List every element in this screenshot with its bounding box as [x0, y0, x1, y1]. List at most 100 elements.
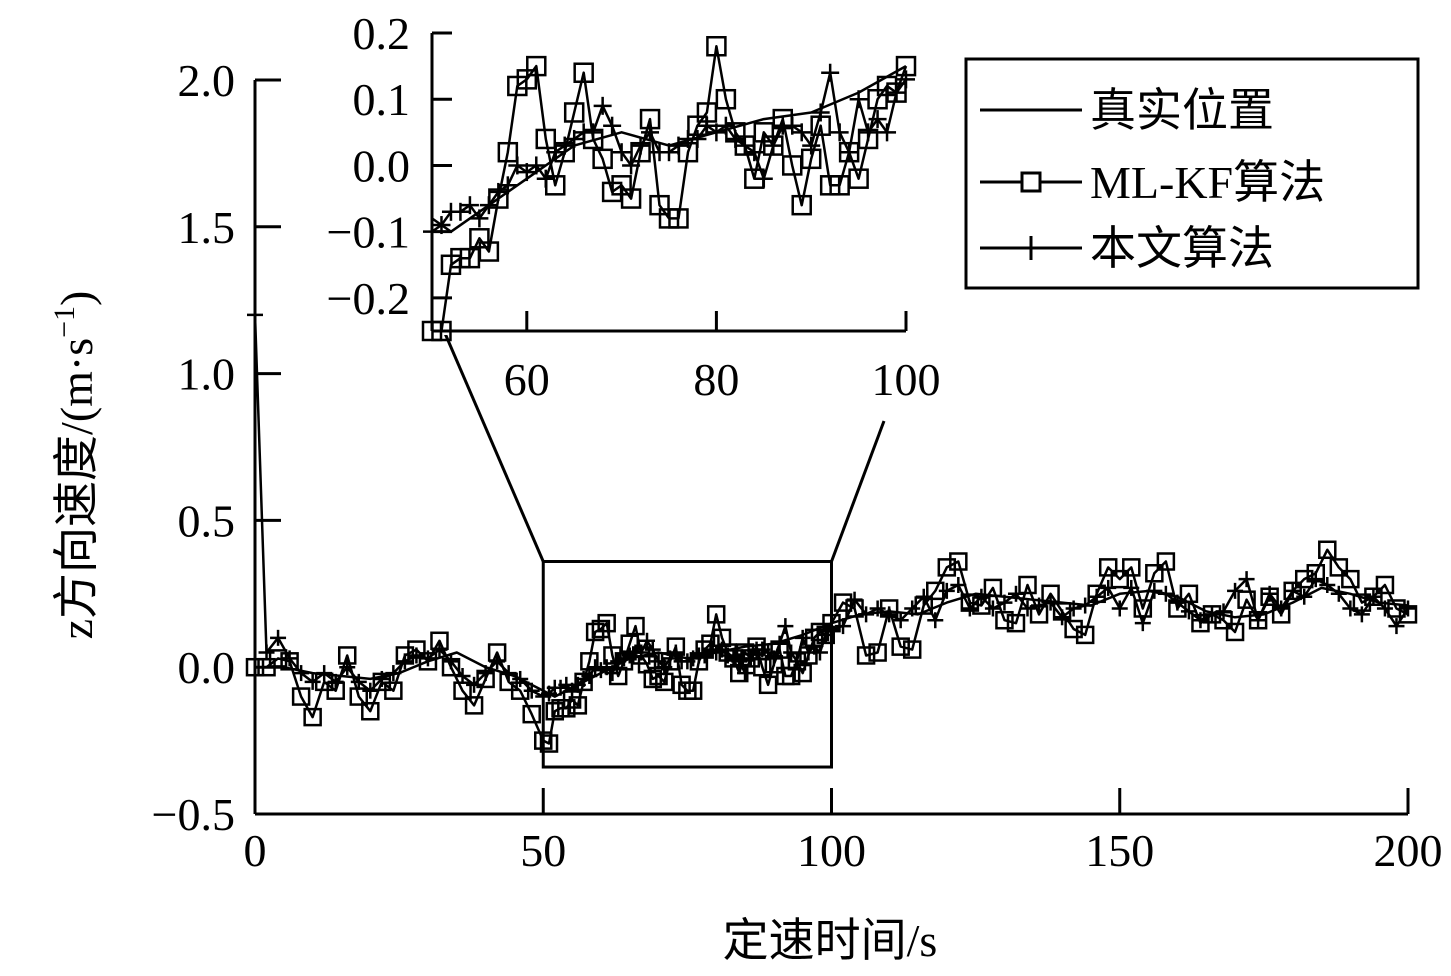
marker-plus: [765, 650, 782, 667]
marker-square: [1018, 575, 1037, 595]
marker-plus: [631, 136, 650, 155]
marker-square: [597, 613, 616, 633]
y-tick-label: 2.0: [178, 55, 236, 106]
marker-square: [791, 194, 812, 216]
marker-plus: [1330, 585, 1347, 602]
marker-plus: [973, 588, 990, 605]
marker-plus: [622, 156, 641, 175]
marker-plus: [794, 629, 811, 646]
marker-plus: [915, 588, 932, 605]
marker-square: [361, 701, 380, 721]
marker-plus: [859, 123, 878, 142]
marker-plus: [546, 143, 565, 162]
marker-square: [522, 704, 541, 724]
marker-plus: [771, 635, 788, 652]
inset-y-tick-label: 0.0: [353, 140, 411, 191]
marker-square: [1122, 558, 1141, 577]
marker-square: [868, 643, 887, 662]
marker-plus: [802, 136, 821, 155]
marker-plus: [783, 116, 802, 135]
y-tick-label: −0.5: [152, 789, 235, 840]
marker-square: [856, 646, 876, 665]
marker-plus: [869, 600, 886, 617]
legend-label-truth: 真实位置: [1090, 85, 1274, 136]
marker-plus: [431, 641, 448, 658]
marker-plus: [878, 123, 897, 142]
inset-y-tick-label: −0.1: [327, 207, 410, 258]
legend-label-mlkf: ML-KF算法: [1090, 157, 1325, 208]
inset-y-tick-label: −0.2: [327, 273, 410, 324]
marker-plus: [811, 644, 828, 661]
marker-plus: [1042, 594, 1059, 611]
marker-plus: [1376, 600, 1393, 617]
marker-plus: [892, 612, 909, 629]
marker-plus: [500, 665, 517, 682]
marker-plus: [938, 582, 955, 599]
marker-square: [706, 35, 727, 57]
marker-square: [478, 241, 500, 262]
marker-plus: [466, 676, 483, 693]
inset-x-tick-label: 60: [504, 354, 550, 405]
marker-plus: [460, 196, 479, 215]
marker-plus: [281, 650, 298, 667]
y-tick-label: 0.5: [178, 495, 236, 546]
marker-square: [526, 55, 547, 77]
x-tick-label: 150: [1085, 825, 1154, 876]
marker-plus: [536, 169, 555, 188]
zoom-connector-right: [830, 420, 886, 563]
marker-plus: [527, 156, 546, 175]
marker-plus: [788, 653, 805, 670]
marker-plus: [1215, 603, 1232, 620]
marker-plus: [887, 83, 906, 102]
marker-square: [431, 320, 452, 342]
inset-y-tick-label: 0.1: [353, 74, 411, 125]
zoom-indicator: [442, 330, 886, 769]
marker-square: [637, 655, 657, 674]
marker-square: [1075, 625, 1095, 645]
marker-plus: [821, 63, 840, 82]
marker-plus: [1261, 585, 1278, 602]
marker-plus: [584, 123, 603, 142]
marker-square: [891, 637, 910, 656]
marker-plus: [745, 143, 764, 162]
marker-square: [706, 605, 726, 624]
marker-square: [668, 208, 689, 229]
y-axis-label: z方向速度/(m·s−1): [48, 291, 102, 640]
marker-plus: [633, 644, 650, 661]
inset-y-tick-label: 0.2: [353, 8, 411, 59]
marker-square: [568, 696, 588, 715]
marker-square: [539, 734, 559, 753]
marker-plus: [339, 659, 356, 676]
marker-plus: [1065, 600, 1082, 617]
marker-plus: [792, 123, 811, 142]
marker-plus: [270, 629, 287, 646]
marker-plus: [293, 665, 310, 682]
marker-square: [1156, 552, 1176, 571]
inset-background: [432, 25, 916, 335]
marker-square: [643, 669, 663, 689]
marker-plus: [961, 600, 978, 617]
marker-square: [497, 141, 519, 163]
y-tick-label: 1.5: [178, 202, 236, 253]
marker-plus: [1146, 582, 1163, 599]
marker-plus: [408, 647, 425, 664]
marker-plus: [984, 600, 1001, 617]
marker-plus: [697, 116, 716, 135]
zoom-connector-left: [442, 330, 545, 563]
marker-square: [545, 701, 565, 721]
marker-plus: [996, 594, 1013, 611]
marker-plus: [451, 202, 470, 221]
marker-square: [793, 663, 812, 683]
marker-plus: [523, 682, 540, 699]
marker-plus: [479, 196, 498, 215]
marker-plus: [641, 123, 660, 142]
marker-plus: [731, 653, 748, 670]
marker-plus: [868, 110, 887, 129]
y-axis-label-superscript: −1: [48, 306, 81, 338]
marker-square: [781, 666, 801, 686]
marker-square: [1237, 590, 1256, 609]
marker-plus: [612, 143, 631, 162]
marker-plus: [555, 136, 574, 155]
